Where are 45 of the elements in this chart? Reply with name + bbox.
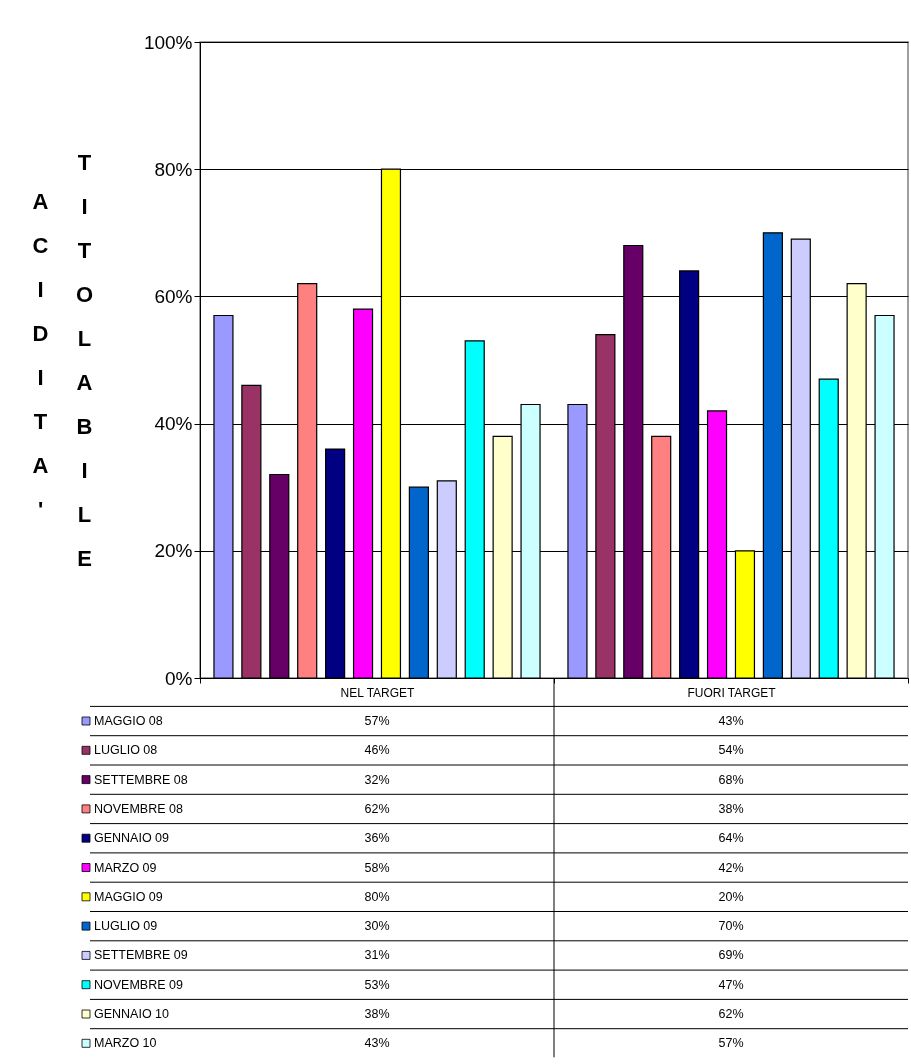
y-tick-label: 20% (154, 540, 193, 562)
data-label: 32% (364, 772, 390, 787)
y-axis-title: ACIDITA' TITOLABILE (27, 150, 98, 590)
x-tick-label: FUORI TARGET (687, 685, 777, 700)
data-label: 54% (718, 743, 744, 758)
data-label: 30% (364, 919, 390, 934)
data-label: 57% (718, 1036, 744, 1051)
data-label: 62% (364, 801, 390, 816)
legend-label: MAGGIO 09 (94, 889, 163, 904)
data-label: 58% (364, 860, 390, 875)
data-label: 68% (718, 772, 744, 787)
data-label: 70% (718, 919, 744, 934)
legend-label: LUGLIO 09 (94, 919, 158, 934)
legend-label: GENNAIO 09 (94, 831, 170, 846)
data-label: 43% (364, 1036, 390, 1051)
data-label: 38% (718, 801, 744, 816)
data-label: 43% (718, 714, 744, 728)
data-label: 80% (364, 889, 390, 904)
data-label: 53% (364, 977, 390, 992)
legend-label: MARZO 10 (94, 1036, 157, 1051)
data-label: 64% (718, 831, 744, 846)
legend-label: GENNAIO 10 (94, 1007, 170, 1021)
data-label: 42% (718, 860, 744, 875)
data-label: 47% (718, 977, 744, 992)
legend-label: LUGLIO 08 (94, 743, 158, 758)
legend-label: SETTEMBRE 08 (94, 772, 188, 787)
legend-label: SETTEMBRE 09 (94, 948, 188, 963)
legend-label: NOVEMBRE 08 (94, 801, 183, 816)
data-label: 36% (364, 831, 390, 846)
data-label: 38% (364, 1007, 390, 1021)
data-label: 57% (364, 714, 390, 728)
legend-label: MAGGIO 08 (94, 714, 163, 728)
y-tick-label: 0% (165, 667, 193, 689)
x-tick-label: NEL TARGET (340, 685, 416, 700)
y-tick-label: 100% (143, 31, 193, 53)
y-tick-label: 60% (154, 285, 193, 307)
legend-label: NOVEMBRE 09 (94, 977, 183, 992)
data-label: 62% (718, 1007, 744, 1021)
y-tick-label: 80% (154, 158, 193, 180)
data-label: 31% (364, 948, 390, 963)
legend-label: MARZO 09 (94, 860, 157, 875)
data-label: 46% (364, 743, 390, 758)
y-tick-label: 40% (154, 413, 193, 435)
data-label: 20% (718, 889, 744, 904)
data-label: 69% (718, 948, 744, 963)
